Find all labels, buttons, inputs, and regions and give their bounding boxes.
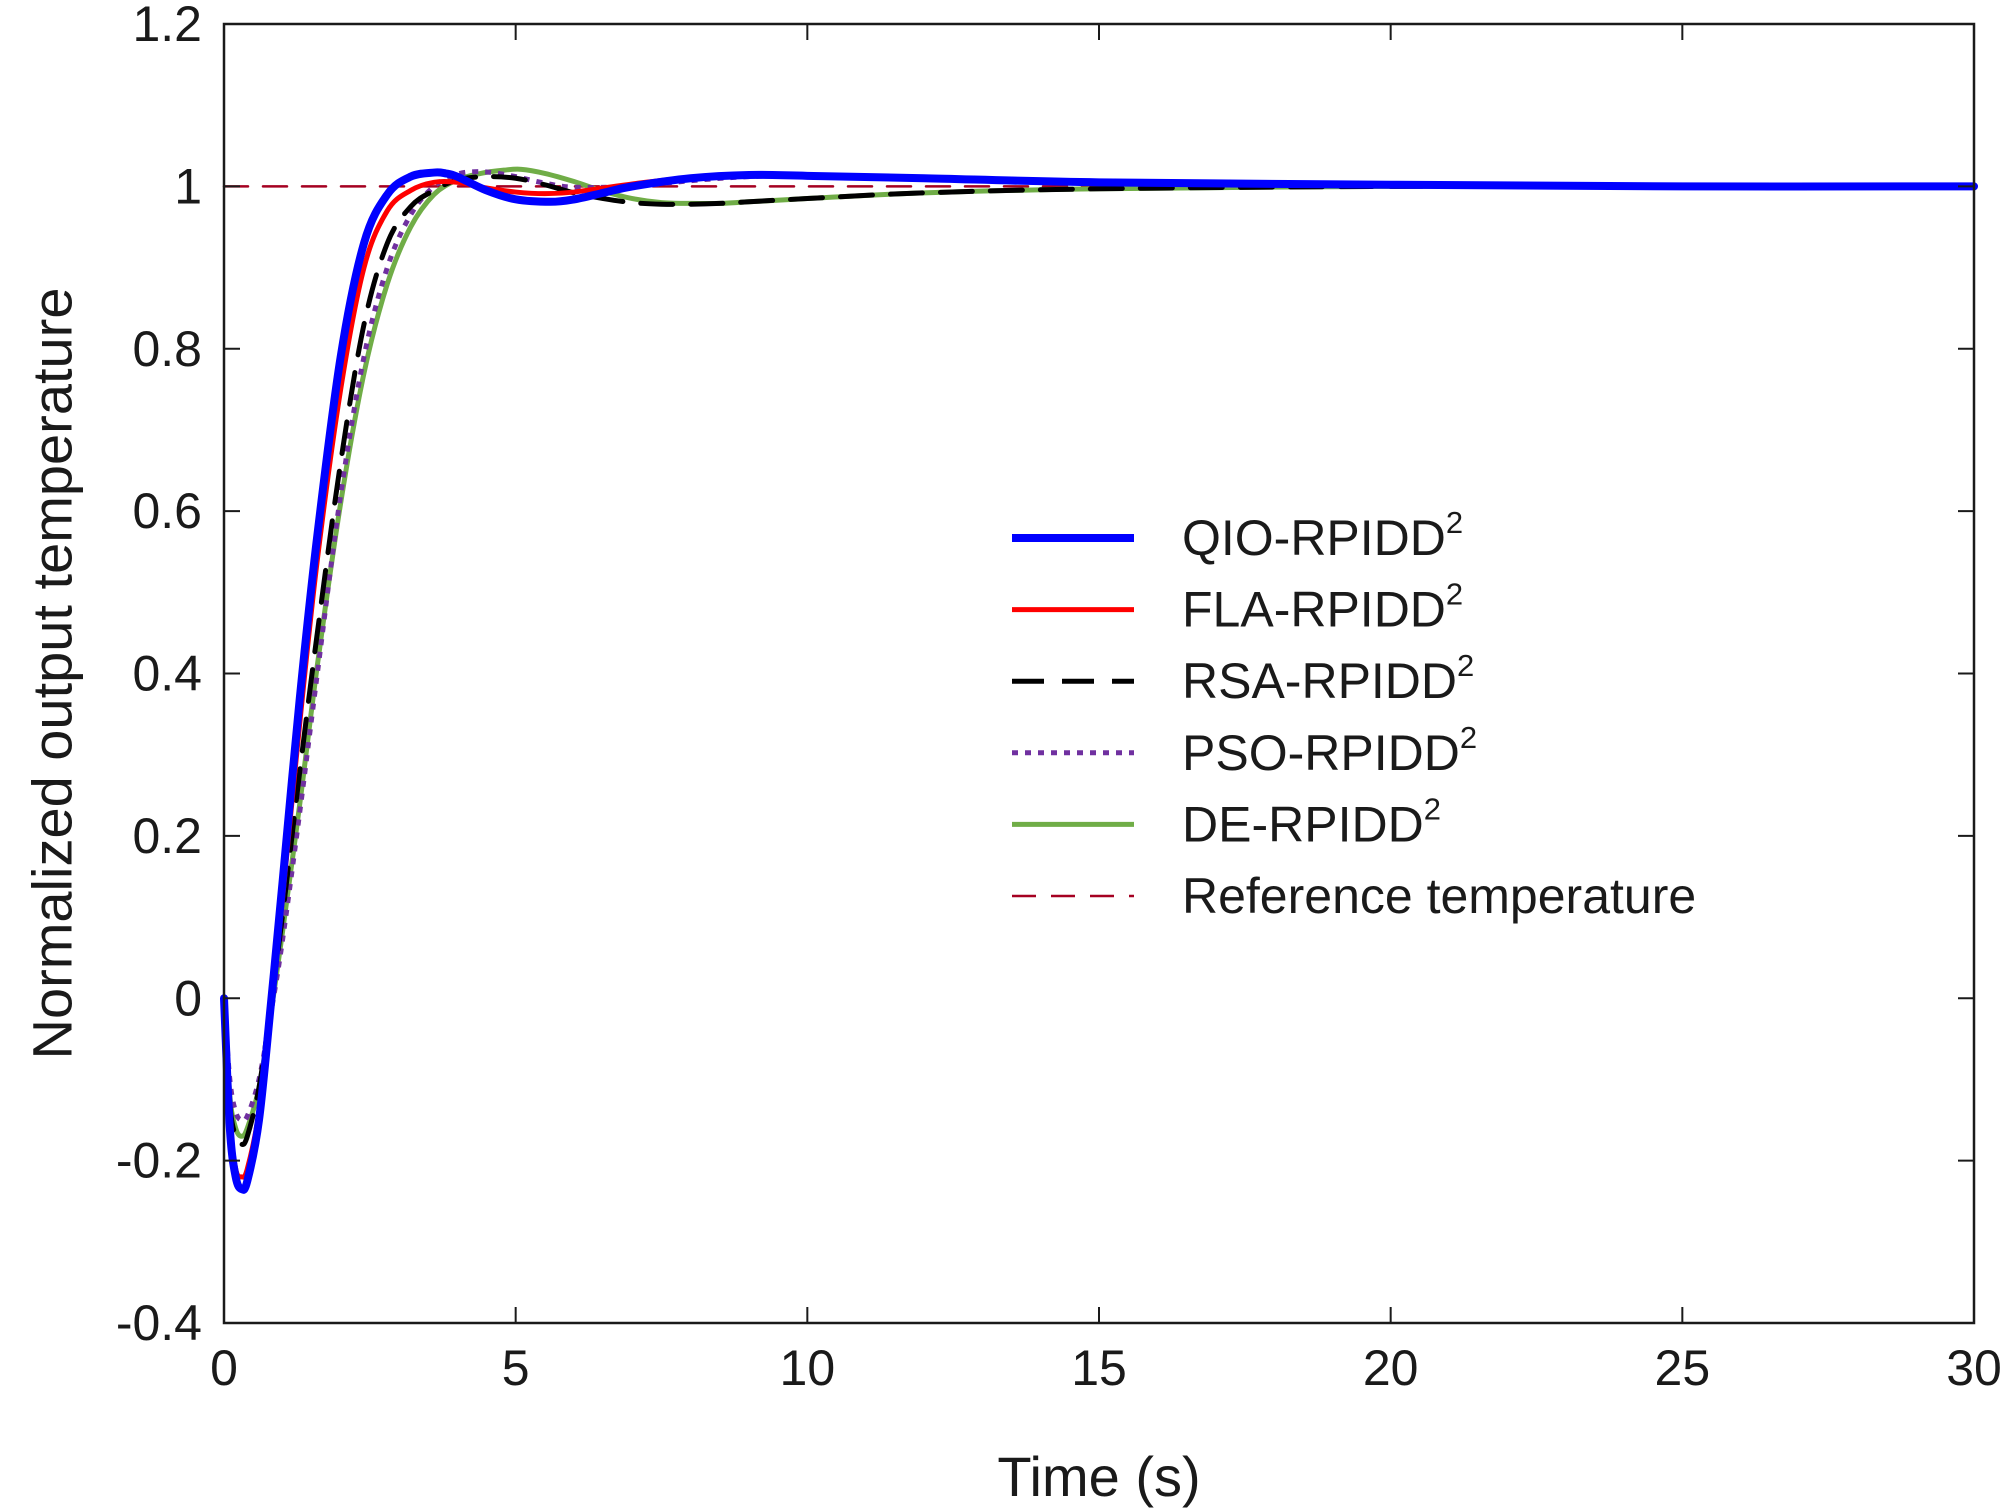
- x-axis-ticks: 0 5 10 15 20 25 30: [210, 24, 2002, 1396]
- legend-entry-superscript: 2: [1446, 505, 1463, 540]
- y-tick-label: 1: [174, 158, 202, 214]
- x-tick-label: 20: [1363, 1340, 1419, 1396]
- legend-entry-name: PSO-RPIDD: [1182, 725, 1460, 781]
- legend-entry-superscript: 2: [1446, 577, 1463, 612]
- legend-entry-name: FLA-RPIDD: [1182, 582, 1446, 638]
- y-tick-label: 0.6: [132, 483, 202, 539]
- y-tick-label: 0.2: [132, 808, 202, 864]
- series-line-qio-rpidd: [220, 168, 1978, 1194]
- legend-entry-superscript: 2: [1424, 791, 1441, 826]
- legend-entry-name: DE-RPIDD: [1182, 796, 1424, 852]
- legend: QIO-RPIDD2FLA-RPIDD2RSA-RPIDD2PSO-RPIDD2…: [1012, 505, 1696, 924]
- legend-entry-label: FLA-RPIDD2: [1182, 577, 1463, 638]
- y-axis-label: Normalized output temperature: [21, 288, 84, 1060]
- legend-entry-label: PSO-RPIDD2: [1182, 720, 1477, 781]
- x-axis-label: Time (s): [997, 1445, 1200, 1508]
- legend-entry-name: Reference temperature: [1182, 868, 1696, 924]
- y-tick-label: 1.2: [132, 0, 202, 52]
- series-layer: [220, 166, 1978, 1194]
- x-tick-label: 15: [1071, 1340, 1127, 1396]
- legend-entry-label: DE-RPIDD2: [1182, 791, 1441, 852]
- y-tick-label: 0.8: [132, 321, 202, 377]
- y-tick-label: -0.4: [116, 1295, 202, 1351]
- legend-entry-label: Reference temperature: [1182, 868, 1696, 924]
- legend-entry-name: QIO-RPIDD: [1182, 510, 1446, 566]
- y-tick-label: -0.2: [116, 1133, 202, 1189]
- legend-entry-superscript: 2: [1460, 720, 1477, 755]
- legend-entry-label: QIO-RPIDD2: [1182, 505, 1463, 566]
- y-tick-label: 0.4: [132, 646, 202, 702]
- y-tick-label: 0: [174, 970, 202, 1026]
- y-axis-ticks: -0.4 -0.2 0 0.2 0.4 0.6 0.8 1 1.2: [116, 0, 1974, 1351]
- x-tick-label: 10: [780, 1340, 836, 1396]
- x-tick-label: 5: [502, 1340, 530, 1396]
- x-tick-label: 0: [210, 1340, 238, 1396]
- x-tick-label: 30: [1946, 1340, 2002, 1396]
- legend-entry-superscript: 2: [1457, 648, 1474, 683]
- legend-entry-name: RSA-RPIDD: [1182, 653, 1457, 709]
- legend-entry-label: RSA-RPIDD2: [1182, 648, 1474, 709]
- x-tick-label: 25: [1655, 1340, 1711, 1396]
